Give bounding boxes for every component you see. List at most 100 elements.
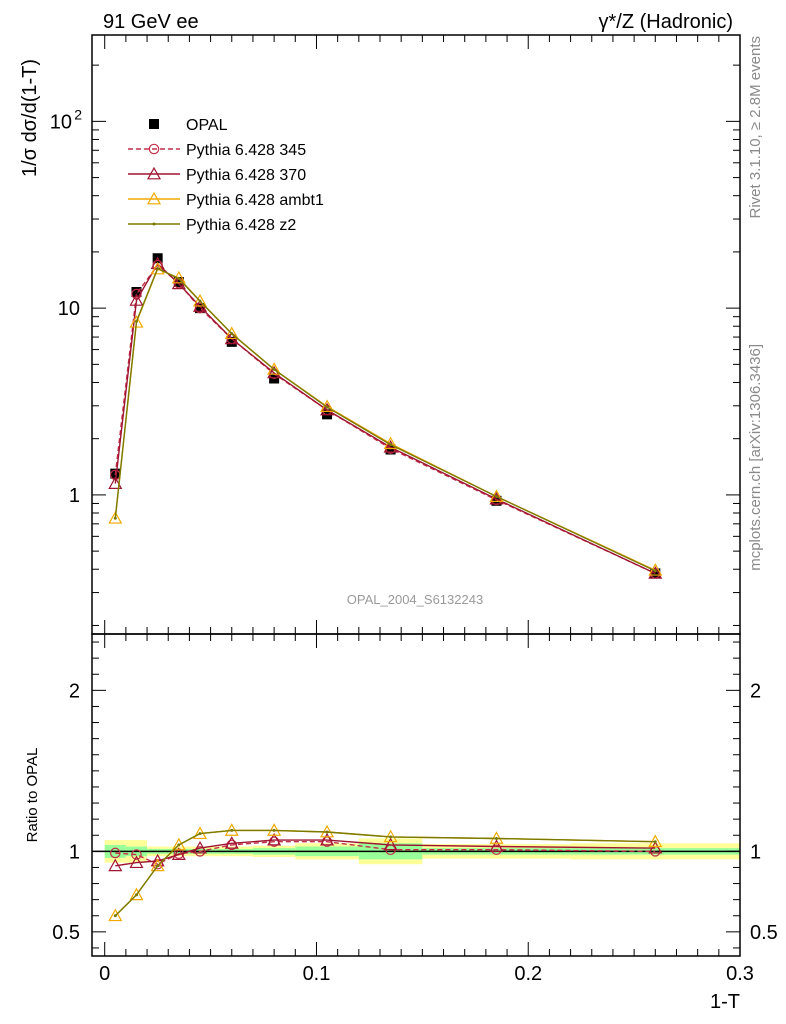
legend-label: Pythia 6.428 345 [186,142,306,159]
y-tick-label: 10 [58,298,80,320]
legend-entry: Pythia 6.428 ambt1 [128,191,324,209]
y-tick-label: 1 [69,841,80,863]
data-point [108,858,123,872]
ratio-y-ticks: 0.5 0.5 1 1 2 2 [52,641,778,949]
rivet-label: Rivet 3.1.10, ≥ 2.8M events [747,36,764,219]
y-tick-label: 2 [69,680,80,702]
x-tick-label: 0.2 [514,963,542,985]
data-point [173,277,184,288]
mcplots-label: mcplots.cern.ch [arXiv:1306.3436] [747,344,764,571]
data-point [325,830,329,834]
main-series-2 [108,261,663,576]
right-title: γ*/Z (Hadronic) [599,11,733,33]
y-tick-label: 1 [69,485,80,507]
data-point [267,832,282,846]
data-point [489,839,504,852]
data-point [325,405,329,409]
data-point [108,908,123,922]
legend-label: OPAL [186,117,228,134]
data-point [494,836,498,840]
main-plot-panel [108,253,663,579]
data-point [156,864,160,868]
data-point [146,166,162,180]
series-line [114,267,656,572]
data-point [224,326,239,340]
data-point [383,837,398,851]
data-point [192,293,208,307]
main-series-0 [110,259,661,579]
data-point [129,855,144,869]
data-point [177,277,181,281]
data-point [494,495,498,499]
x-tick-label: 0.1 [303,963,331,985]
data-point [648,840,663,854]
data-point [648,566,663,579]
y-tick-label-right: 1 [750,841,761,863]
data-point [108,511,123,524]
data-point [146,191,162,205]
data-point [389,443,393,447]
data-point [150,261,165,275]
data-point [230,828,234,832]
legend-entry: Pythia 6.428 345 [128,142,306,159]
data-point [653,840,657,844]
data-point [195,303,205,314]
x-axis-label: 1-T [710,991,740,1013]
data-point [226,336,237,347]
y-tick-label-right: 0.5 [750,922,778,944]
data-point [177,843,181,847]
data-point [230,332,234,336]
main-series-1 [108,256,663,579]
left-title: 91 GeV ee [103,11,199,33]
x-tick-label: 0.3 [726,963,754,985]
data-point [171,847,186,860]
data-point [192,840,208,854]
data-point [198,832,202,836]
data-point [389,835,393,839]
y-tick-label: 10 [50,111,72,133]
legend-entry: Pythia 6.428 370 [128,166,306,184]
data-point [320,399,335,413]
x-tick-label: 0 [99,963,110,985]
data-point [113,516,117,520]
data-point [131,288,142,300]
y-tick-label: 0.5 [52,922,80,944]
x-ticks: 0 0.1 0.2 0.3 [99,35,754,985]
data-point [152,222,156,226]
data-point [224,836,239,849]
ratio-series-3 [113,828,657,918]
legend: OPAL Pythia 6.428 345 Pythia 6.428 370 Pyth… [128,117,324,234]
data-point [149,119,159,129]
legend-entry: Pythia 6.428 z2 [128,217,296,234]
legend-label: Pythia 6.428 z2 [186,217,296,234]
y-tick-label-exponent: 2 [74,106,82,122]
data-point [385,444,396,455]
data-point [131,287,142,298]
data-point [110,847,121,859]
data-point [150,858,165,872]
data-point [272,828,276,832]
legend-label: Pythia 6.428 ambt1 [186,192,324,209]
data-point [129,887,144,901]
data-point [653,569,657,573]
data-point [134,319,138,323]
data-point [156,267,160,271]
main-y-axis-label: 1/σ dσ/d(1-T) [19,59,41,177]
data-point [134,893,138,897]
data-point [131,849,142,860]
ratio-series-1 [108,832,663,872]
data-point [148,143,160,155]
data-point [489,489,504,502]
ratio-plot-frame [91,633,741,957]
data-point [198,299,202,303]
legend-label: Pythia 6.428 370 [186,167,306,184]
legend-entry: OPAL [149,117,228,134]
ratio-y-axis-label: Ratio to OPAL [24,748,41,843]
data-point [129,293,144,306]
main-series-3 [113,267,657,573]
ratio-plot-panel [92,823,740,922]
analysis-label: OPAL_2004_S6132243 [347,592,483,607]
